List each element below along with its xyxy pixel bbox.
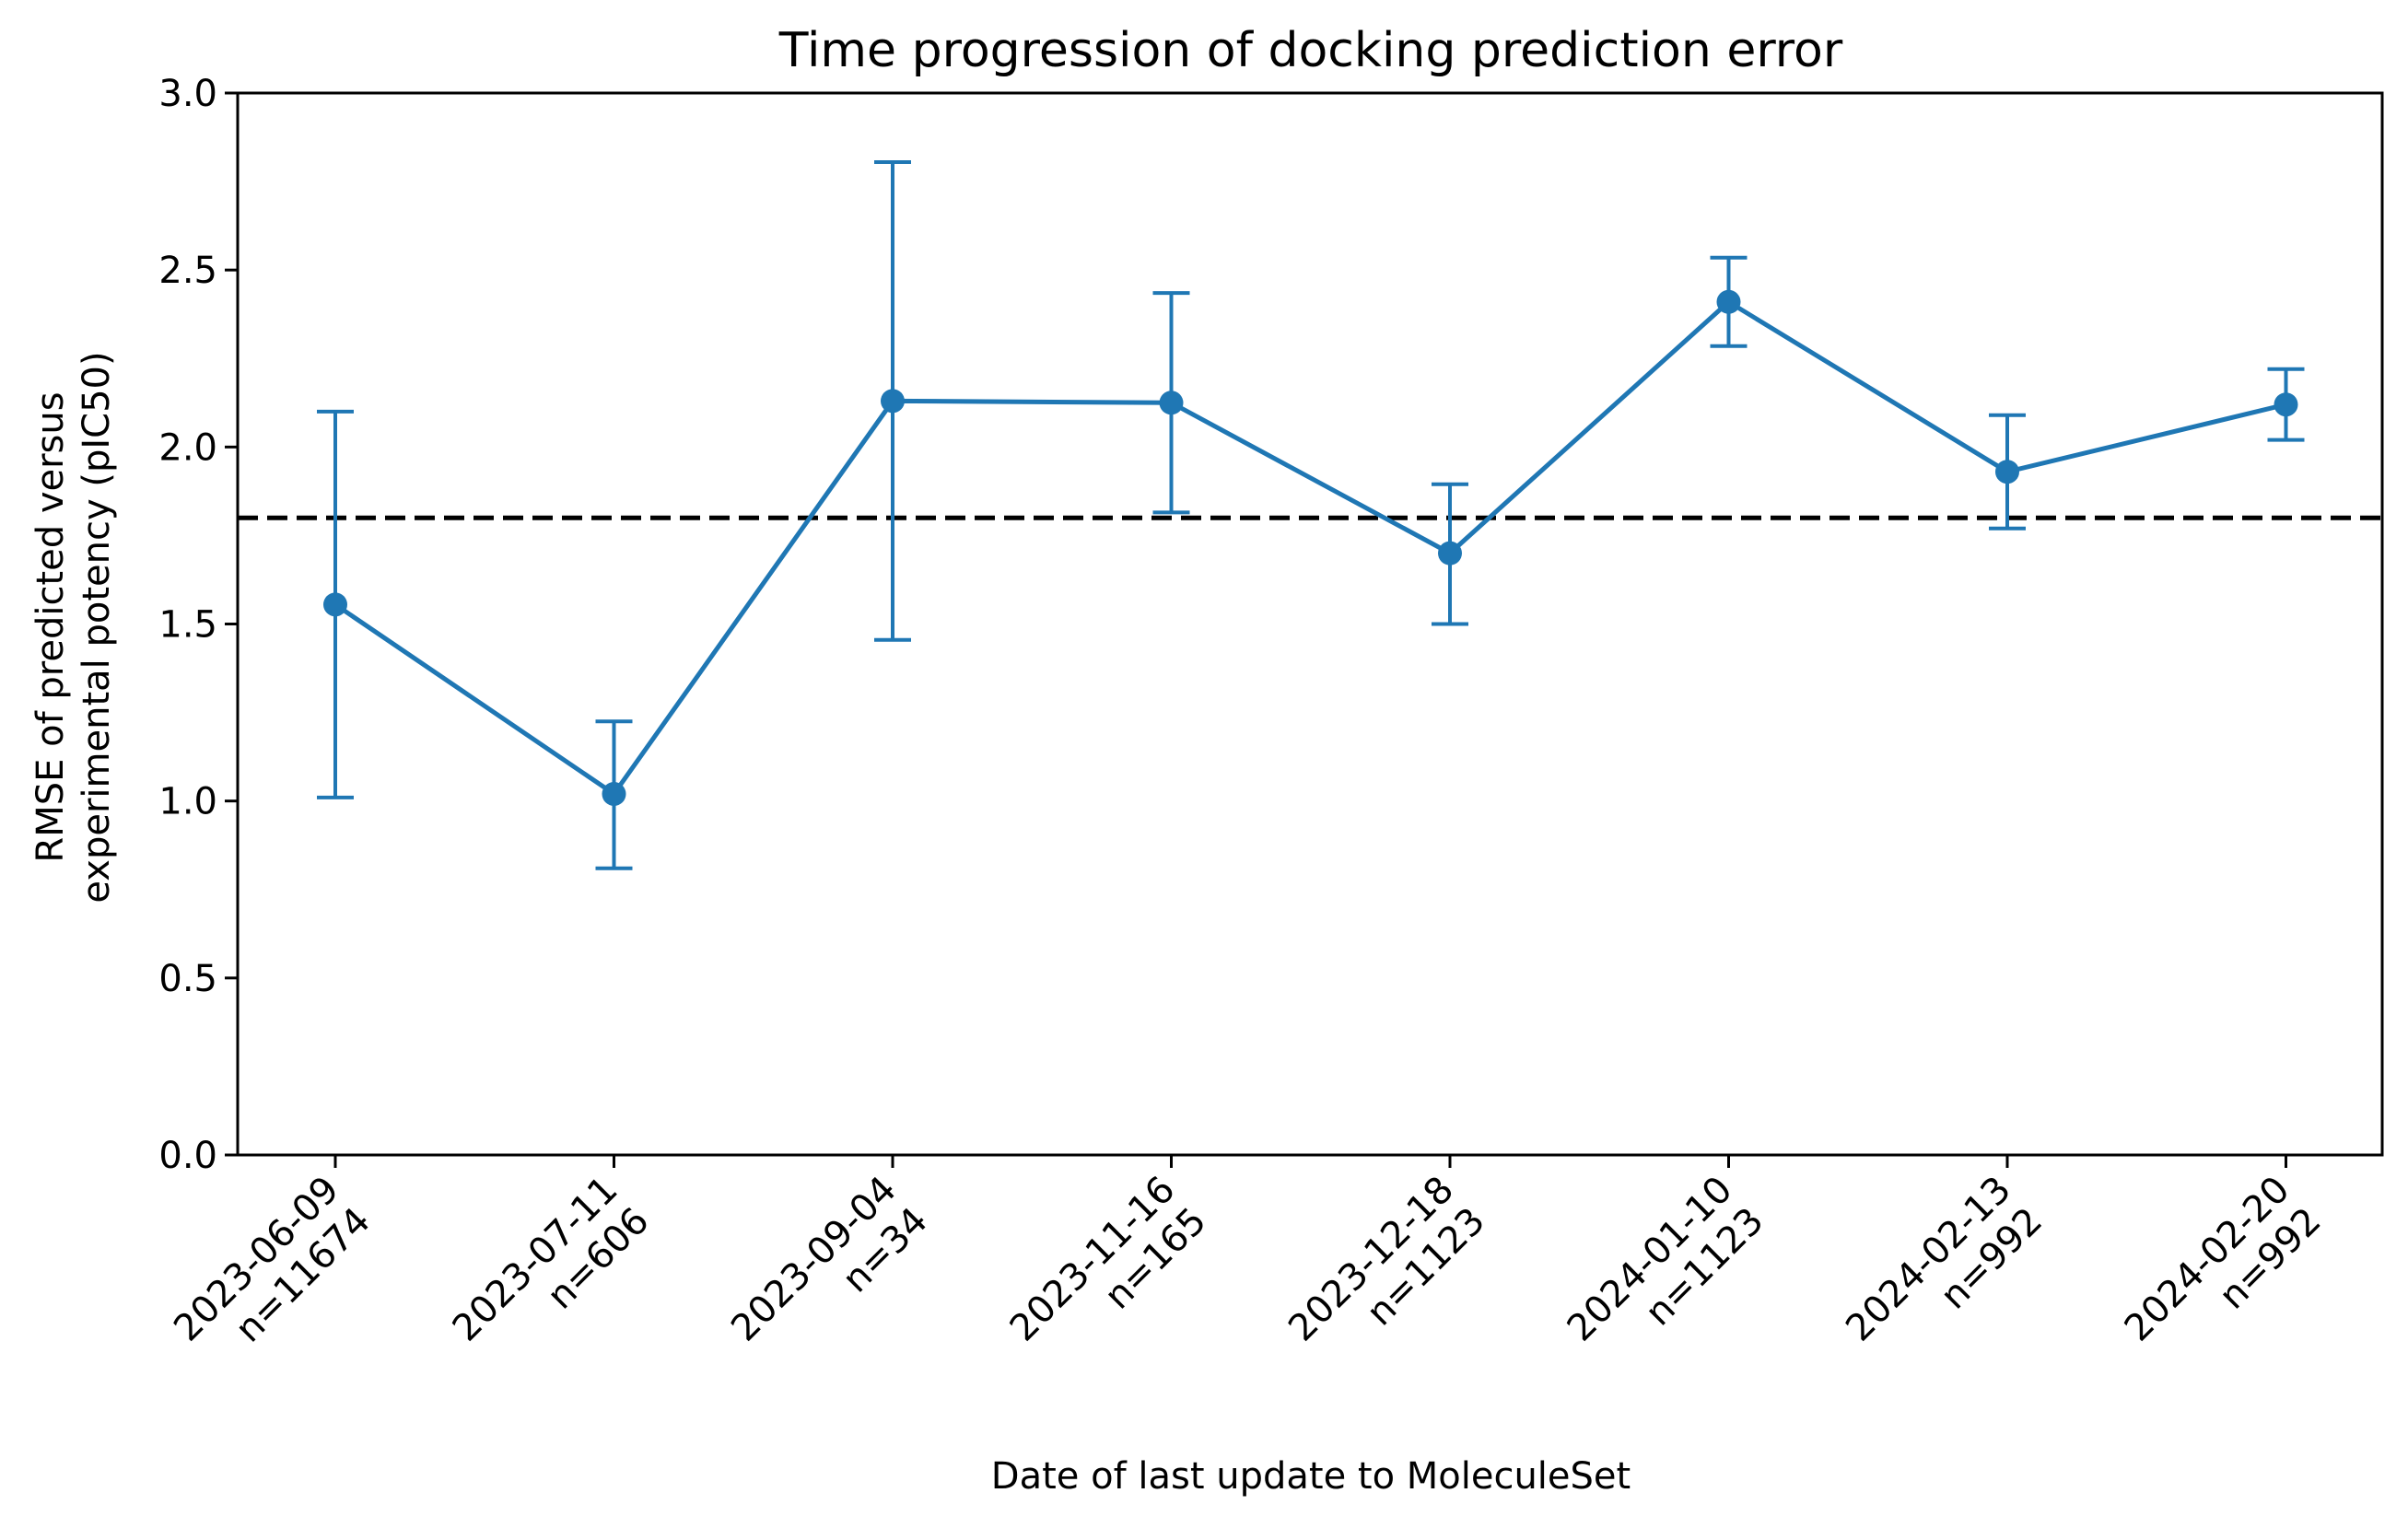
data-point-0	[323, 592, 347, 617]
data-point-6	[1995, 460, 2019, 484]
y-axis-label-line-2: experimental potency (pIC50)	[76, 351, 118, 903]
chart-title: Time progression of docking prediction e…	[778, 23, 1843, 78]
axes-frame	[236, 91, 2384, 1157]
data-point-5	[1716, 289, 1741, 314]
data-point-7	[2274, 392, 2298, 417]
data-point-4	[1438, 541, 1462, 566]
data-point-3	[1159, 391, 1184, 415]
y-axis-label: RMSE of predicted versus experimental po…	[29, 351, 118, 903]
x-axis-label: Date of last update to MoleculeSet	[991, 1455, 1631, 1498]
data-point-1	[602, 781, 626, 806]
y-axis-label-line-1: RMSE of predicted versus	[29, 391, 72, 862]
y-tick-label-5: 2.5	[158, 250, 217, 292]
data-point-2	[881, 389, 905, 414]
y-tick-label-0: 0.0	[158, 1135, 217, 1177]
y-tick-label-2: 1.0	[158, 781, 217, 823]
y-tick-label-6: 3.0	[158, 73, 217, 115]
y-tick-label-1: 0.5	[158, 958, 217, 1000]
y-tick-label-4: 2.0	[158, 426, 217, 469]
y-tick-label-3: 1.5	[158, 604, 217, 647]
series-line-0	[333, 299, 2287, 797]
